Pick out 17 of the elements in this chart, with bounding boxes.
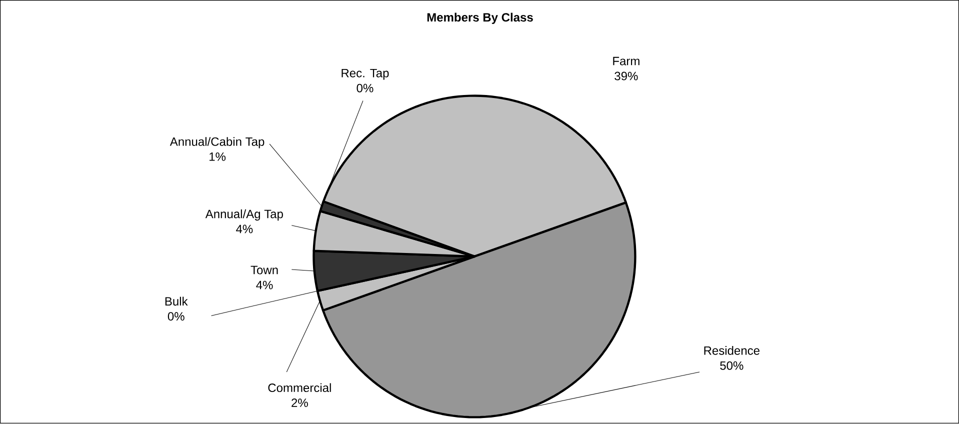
chart-title: Members By Class — [427, 13, 533, 24]
slice-label: Annual/Cabin Tap — [170, 137, 264, 149]
slice-label: Residence — [704, 346, 760, 356]
data-label: 1% — [210, 152, 226, 162]
slice-label: Commercial — [268, 383, 331, 392]
slice-label: Farm — [613, 57, 640, 66]
category-label: Bulk — [165, 297, 188, 306]
data-label: 39% — [614, 72, 638, 81]
data-label: 2% — [292, 398, 308, 408]
slice-label: Annual/Ag Tap — [205, 210, 283, 221]
slice-label: Town — [250, 266, 278, 274]
data-label: 4% — [236, 225, 253, 234]
category-label: Rec. Tap — [342, 69, 389, 80]
text: 0% — [356, 84, 374, 93]
data-label: 4% — [256, 281, 273, 290]
text: 0% — [168, 312, 184, 321]
data-label: 50% — [720, 362, 744, 370]
